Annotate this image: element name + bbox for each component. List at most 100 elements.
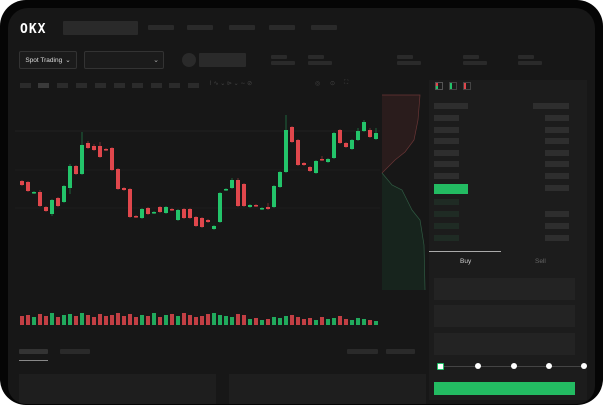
volume-bar [164,315,168,325]
volume-bar [260,320,264,325]
volume-bar [146,316,150,325]
volume-bar [368,320,372,325]
ask-price[interactable] [434,138,459,144]
volume-bar [104,316,108,325]
ask-price[interactable] [434,161,459,167]
tab-history[interactable] [60,349,90,354]
volume-bar [224,316,228,325]
candle-body [98,146,102,157]
filter-button[interactable] [347,349,378,354]
candle-body [320,159,324,161]
nav-item[interactable] [148,25,174,30]
slider-handle[interactable] [437,363,444,370]
fullscreen-icon[interactable]: ⛶ [344,80,349,86]
timeframe-button[interactable] [38,83,49,88]
volume-bar [272,317,276,325]
candle-body [74,166,78,174]
amount-input[interactable] [434,305,575,327]
candle-body [170,209,174,211]
bid-price[interactable] [434,211,459,217]
ask-price[interactable] [434,172,459,179]
timeframe-button[interactable] [169,83,180,88]
candle-body [92,146,96,150]
candle-body [290,127,294,142]
volume-bar [140,315,144,325]
timeframe-button[interactable] [151,83,162,88]
candle-body [140,209,144,218]
nav-item[interactable] [229,25,255,30]
stat-label [463,55,479,59]
volume-bar [206,314,210,325]
okx-logo[interactable]: OKX [20,22,47,37]
ask-price[interactable] [434,126,459,133]
nav-item[interactable] [269,25,295,30]
chevron-down-icon: ⌄ [153,57,159,64]
trading-screen: OKX Spot Trading ⌄ ⌄ ⌇ ∿ ⌄ ⊳ ⌄ ∼ ⊘ ◎ ⊙ ⛶ … [8,8,595,404]
pair-select[interactable]: ⌄ [84,51,164,69]
slider-stop[interactable] [475,363,481,369]
camera-icon[interactable]: ◎ [315,81,321,87]
ask-price[interactable] [434,149,459,156]
candle-body [194,217,198,226]
orderbook-buy-icon[interactable] [449,82,457,90]
stat-value [518,61,542,65]
candlestick-chart[interactable] [0,0,428,335]
bid-price[interactable] [434,199,459,205]
volume-bar [32,317,36,325]
timeframe-button[interactable] [20,83,31,88]
bid-amount [545,235,569,241]
slider-stop[interactable] [581,363,587,369]
timeframe-button[interactable] [57,83,68,88]
orderbook-both-icon[interactable] [435,82,443,90]
volume-bar [308,318,312,325]
search-bar[interactable] [63,21,138,35]
tab-buy[interactable]: Buy [460,258,472,265]
filter-button[interactable] [386,349,415,354]
timeframe-button[interactable] [188,83,199,88]
volume-bar [158,317,162,325]
timeframe-button[interactable] [76,83,87,88]
timeframe-button[interactable] [132,83,143,88]
volume-bar [188,315,192,325]
volume-bar [302,319,306,325]
nav-item[interactable] [187,25,213,30]
ask-amount [545,185,569,191]
timeframe-button[interactable] [95,83,106,88]
volume-bar [374,321,378,325]
orders-card [19,374,216,404]
total-input[interactable] [434,333,575,355]
candle-body [20,181,24,185]
bid-price[interactable] [434,223,459,229]
stat-label [271,55,287,59]
candle-body [374,133,378,139]
ask-price[interactable] [434,115,459,121]
candle-body [272,186,276,207]
nav-item[interactable] [311,25,337,30]
tab-open-orders[interactable] [19,349,48,354]
tab-sell[interactable]: Sell [535,258,546,265]
candle-body [200,218,204,227]
timeframe-button[interactable] [114,83,125,88]
depth-bids-area [382,173,425,290]
right-panel: Buy Sell [429,80,587,400]
bid-price[interactable] [434,235,459,241]
indicator-icon[interactable]: ⌇ ∿ ⌄ ⊳ ⌄ ∼ ⊘ [209,81,253,87]
volume-bar [134,317,138,325]
depth-bids-line [381,172,426,291]
orderbook-header [533,103,569,109]
candle-body [176,210,180,220]
volume-bar [98,314,102,325]
orderbook-sell-icon[interactable] [463,82,471,90]
volume-bar [248,319,252,325]
price-input[interactable] [434,278,575,300]
slider-stop[interactable] [546,363,552,369]
settings-icon[interactable]: ⊙ [330,81,336,87]
candle-body [158,207,162,212]
candle-body [32,192,36,194]
buy-button[interactable] [434,382,575,395]
orderbook-header [434,103,468,109]
tab-underline [429,251,501,252]
candle-body [296,140,300,165]
slider-stop[interactable] [511,363,517,369]
spot-trading-button[interactable]: Spot Trading ⌄ [19,51,77,69]
